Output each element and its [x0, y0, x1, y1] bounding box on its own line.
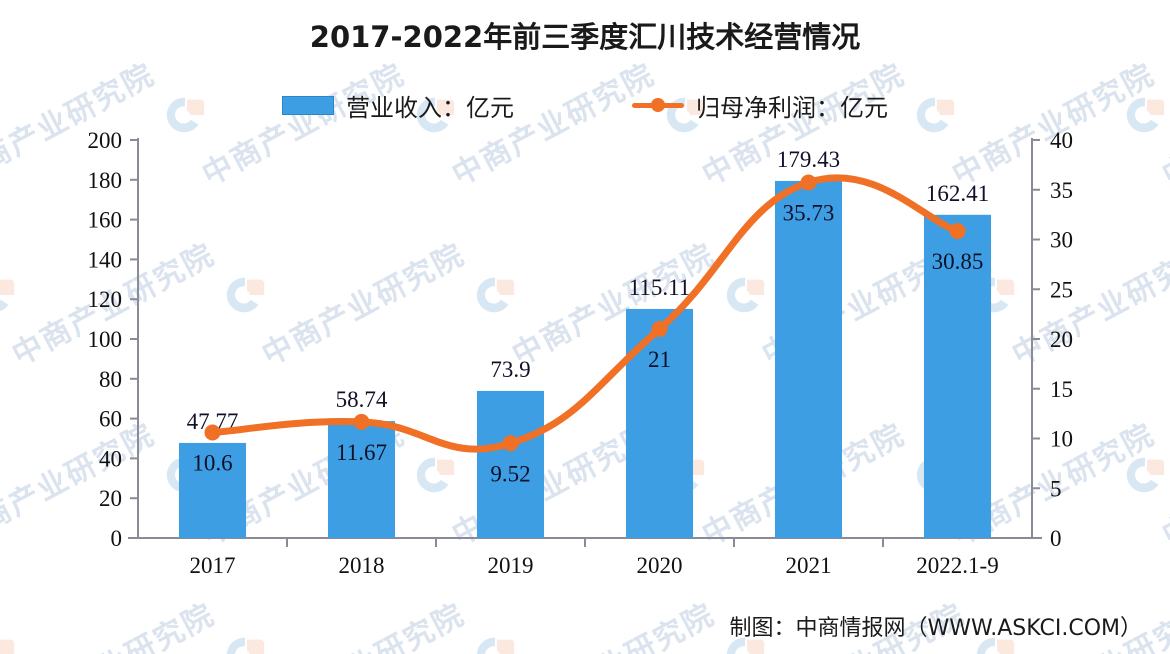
right-axis-tick-label: 35 [1050, 178, 1073, 203]
left-axis-tick-label: 120 [88, 287, 123, 312]
left-axis-tick-label: 180 [88, 168, 123, 193]
right-axis-tick-label: 0 [1050, 526, 1062, 551]
bar-value-label-2022.1-9: 162.41 [926, 181, 989, 206]
right-axis-tick-label: 30 [1050, 228, 1073, 253]
page-title: 2017-2022年前三季度汇川技术经营情况 [309, 20, 861, 54]
left-axis-tick-label: 200 [88, 128, 123, 153]
line-value-label-2022.1-9: 30.85 [932, 249, 984, 274]
line-marker-2021[interactable] [800, 174, 817, 191]
legend-label-net-profit: 归母净利润：亿元 [696, 94, 888, 122]
line-value-label-2020: 21 [648, 347, 671, 372]
bar-2020[interactable] [625, 308, 694, 538]
legend-item-net-profit: 归母净利润：亿元 [632, 88, 888, 123]
left-axis-tick-label: 60 [99, 407, 122, 432]
x-axis-category-label-2020: 2020 [637, 553, 683, 578]
left-axis-tick-label: 40 [99, 446, 122, 471]
bar-2021[interactable] [774, 180, 843, 538]
bar-value-label-2020: 115.11 [629, 275, 691, 300]
line-value-label-2021: 35.73 [783, 200, 835, 225]
right-axis-tick-label: 10 [1050, 427, 1073, 452]
legend-item-revenue: 营业收入：亿元 [282, 88, 514, 123]
line-value-label-2019: 9.52 [490, 461, 530, 486]
right-axis-tick-label: 15 [1050, 377, 1073, 402]
net-profit-line[interactable] [209, 174, 961, 453]
right-axis-tick-label: 40 [1050, 128, 1073, 153]
x-axis-category-label-2021: 2021 [786, 553, 832, 578]
x-axis-category-label-2017: 2017 [190, 553, 236, 578]
left-axis-tick-label: 0 [111, 526, 123, 551]
line-value-label-2017: 10.6 [192, 451, 232, 476]
right-axis-tick-label: 25 [1050, 277, 1073, 302]
bar-value-label-2021: 179.43 [777, 147, 840, 172]
line-marker-2020[interactable] [651, 321, 668, 338]
line-marker-2022.1-9[interactable] [949, 223, 966, 240]
line-value-label-2018: 11.67 [336, 440, 387, 465]
chart-legend: 营业收入：亿元 归母净利润：亿元 [0, 88, 1170, 123]
legend-bar-swatch-icon [282, 96, 334, 115]
x-axis-category-label-2019: 2019 [488, 553, 534, 578]
left-axis-tick-label: 140 [88, 247, 123, 272]
bar-2019[interactable] [476, 390, 545, 538]
line-marker-2017[interactable] [204, 424, 221, 441]
line-marker-2019[interactable] [502, 435, 519, 452]
legend-label-revenue: 营业收入：亿元 [346, 94, 514, 122]
bar-2018[interactable] [327, 421, 396, 538]
bar-2017[interactable] [178, 442, 247, 538]
line-marker-2018[interactable] [353, 413, 370, 430]
legend-line-swatch-icon [632, 96, 684, 115]
bar-value-label-2018: 58.74 [336, 387, 388, 412]
left-axis-tick-label: 160 [88, 208, 123, 233]
chart-source-credit: 制图：中商情报网（WWW.ASKCI.COM） [729, 616, 1142, 641]
left-axis-tick-label: 20 [99, 486, 122, 511]
x-axis-category-label-2018: 2018 [339, 553, 385, 578]
bar-2022.1-9[interactable] [923, 214, 992, 539]
x-axis-category-label-2022.1-9: 2022.1-9 [916, 553, 998, 578]
right-axis-tick-label: 20 [1050, 327, 1073, 352]
left-axis-tick-label: 100 [88, 327, 123, 352]
right-axis-tick-label: 5 [1050, 476, 1062, 501]
bar-value-label-2019: 73.9 [490, 357, 530, 382]
left-axis-tick-label: 80 [99, 367, 122, 392]
